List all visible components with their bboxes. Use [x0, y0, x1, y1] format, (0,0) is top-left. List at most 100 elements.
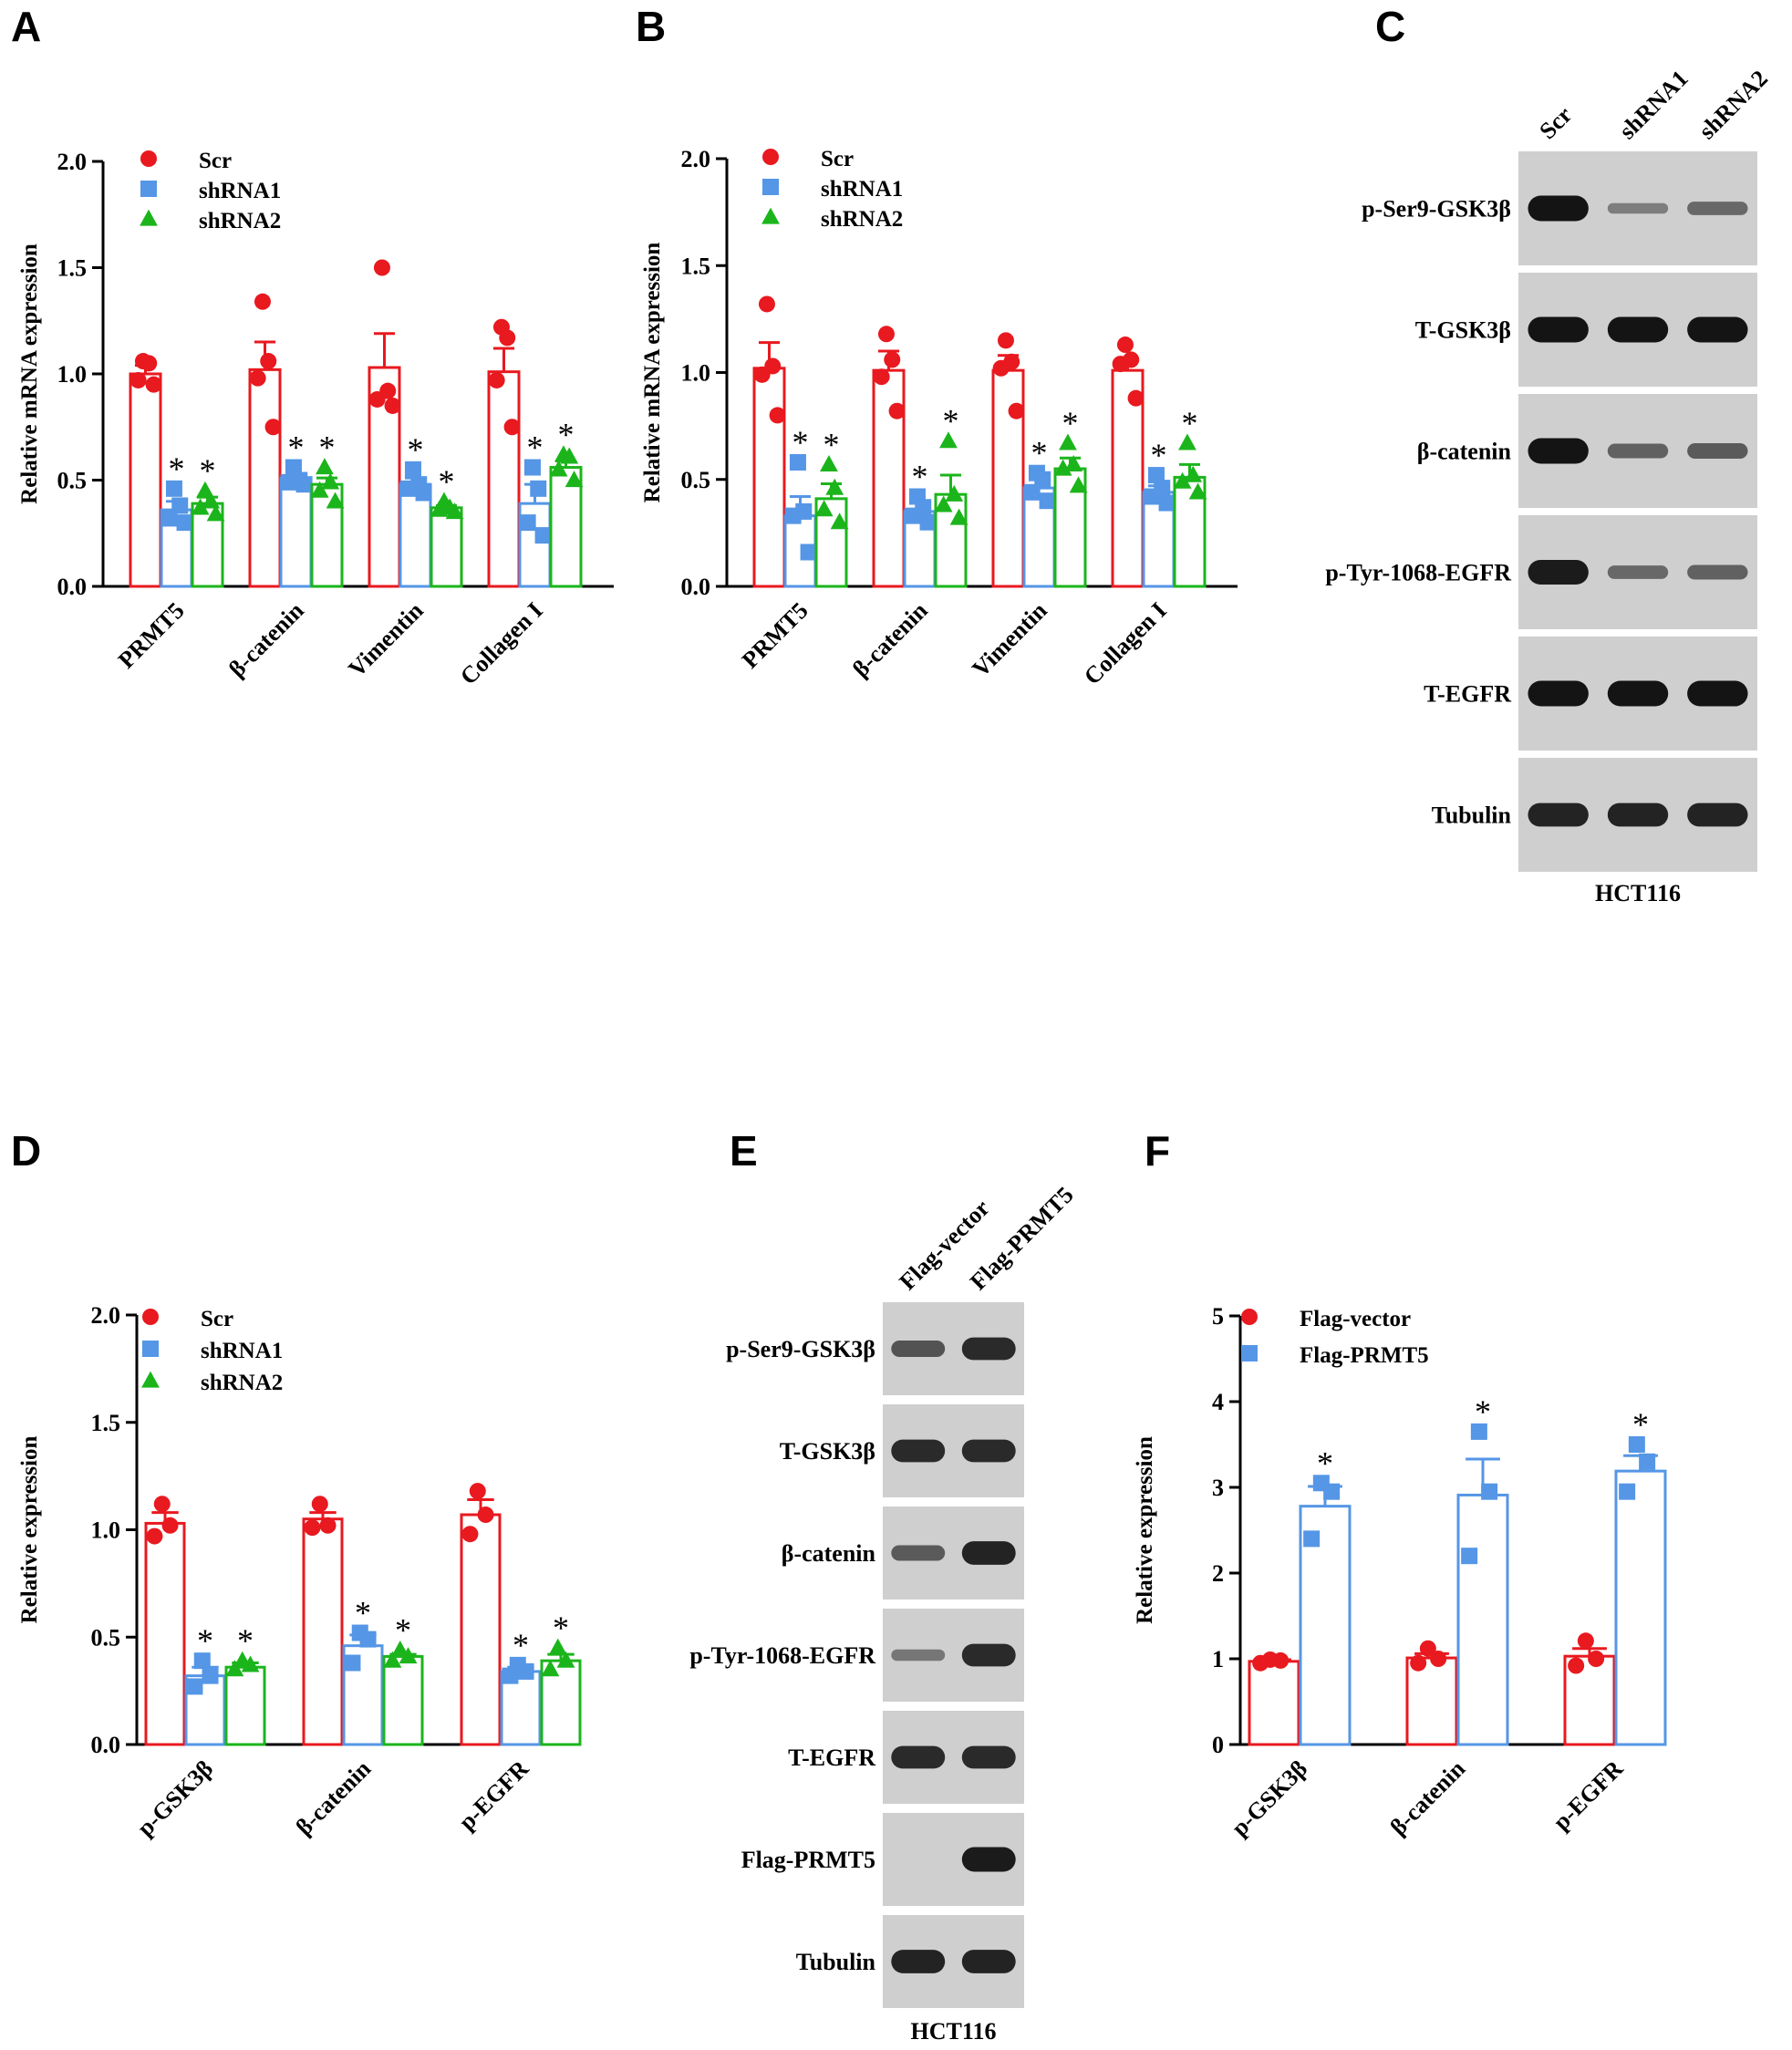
- c-band: [1687, 443, 1748, 459]
- b-point-shrna2: [1059, 433, 1077, 450]
- f-point-flag-prmt5: [1461, 1548, 1478, 1565]
- a-bar-scr: [487, 370, 521, 588]
- a-legend-label: Scr: [199, 149, 232, 173]
- a-y-tick-label: 2.0: [57, 149, 88, 175]
- b-point-shrna2: [825, 478, 844, 495]
- d-point-scr: [153, 1496, 171, 1513]
- e-blot-row-label: p-Tyr-1068-EGFR: [689, 1642, 875, 1669]
- c-band: [1687, 202, 1748, 215]
- d-significance-star: *: [237, 1622, 254, 1659]
- d-y-tick-label: 1.5: [91, 1410, 121, 1436]
- a-point-shrna2: [202, 492, 221, 509]
- b-legend-label: shRNA2: [821, 207, 903, 232]
- e-band: [891, 1545, 946, 1561]
- c-band: [1528, 438, 1589, 464]
- e-band: [961, 1439, 1016, 1463]
- d-bar-shrna2: [224, 1665, 266, 1746]
- a-significance-star: *: [527, 430, 544, 466]
- b-y-tick-label: 0.0: [681, 574, 711, 600]
- d-x-tick-label: p-EGFR: [453, 1755, 533, 1836]
- d-point-scr: [461, 1526, 479, 1543]
- d-legend-label: shRNA1: [201, 1339, 283, 1363]
- c-band: [1687, 802, 1748, 827]
- d-bar-scr: [144, 1521, 186, 1746]
- d-point-scr: [304, 1519, 321, 1537]
- f-y-axis-label: Relative expression: [1133, 1436, 1157, 1624]
- a-significance-star: *: [439, 463, 455, 500]
- f-x-tick-label: p-EGFR: [1548, 1755, 1628, 1836]
- e-blot-row-label: Tubulin: [796, 1949, 876, 1975]
- a-legend-label: shRNA1: [199, 179, 281, 203]
- f-y-tick-label: 4: [1212, 1389, 1224, 1415]
- d-legend-label: shRNA2: [201, 1371, 283, 1395]
- a-y-tick-label: 0.0: [57, 574, 88, 600]
- b-point-shrna2: [1064, 454, 1083, 471]
- b-point-scr: [753, 366, 771, 383]
- a-point-scr: [488, 371, 505, 388]
- f-point-flag-prmt5: [1323, 1483, 1341, 1500]
- c-band: [1607, 443, 1669, 459]
- b-point-shrna2: [1178, 433, 1196, 450]
- a-point-scr: [129, 371, 147, 388]
- d-x-tick-label: p-GSK3β: [132, 1755, 219, 1842]
- b-point-shrna1: [1147, 467, 1165, 484]
- a-point-shrna2: [316, 458, 334, 475]
- a-point-shrna2: [206, 504, 225, 522]
- b-point-shrna2: [1184, 465, 1203, 482]
- a-x-tick-label: PRMT5: [113, 597, 190, 674]
- c-lane-label: shRNA1: [1614, 65, 1694, 144]
- b-legend-marker: [761, 207, 780, 224]
- f-bar-flag-vector: [1405, 1656, 1458, 1746]
- b-point-scr: [1112, 356, 1129, 373]
- d-point-shrna2: [225, 1660, 244, 1677]
- b-significance-star: *: [1182, 405, 1198, 441]
- b-significance-star: *: [943, 403, 959, 440]
- a-point-shrna2: [560, 447, 579, 464]
- b-point-shrna1: [800, 544, 817, 561]
- b-y-axis-label: Relative mRNA expression: [640, 243, 665, 503]
- b-point-shrna1: [1023, 483, 1041, 501]
- a-point-shrna1: [176, 514, 193, 532]
- f-bar-flag-vector: [1248, 1660, 1300, 1746]
- a-point-scr: [384, 397, 401, 414]
- a-significance-star: *: [288, 430, 305, 466]
- a-bar-shrna1: [279, 476, 313, 588]
- d-bar-scr: [460, 1513, 502, 1746]
- b-legend-label: Scr: [821, 147, 854, 171]
- d-bar-scr: [302, 1517, 344, 1746]
- b-x-tick-label: Collagen I: [1079, 597, 1172, 690]
- b-point-shrna2: [1053, 459, 1072, 476]
- a-point-shrna1: [523, 459, 541, 476]
- b-point-shrna1: [1143, 488, 1160, 505]
- f-significance-star: *: [1317, 1444, 1333, 1481]
- c-lane-label: Scr: [1534, 101, 1577, 144]
- a-point-scr: [249, 369, 266, 387]
- f-point-flag-vector: [1252, 1654, 1269, 1672]
- f-significance-star: *: [1632, 1406, 1649, 1443]
- b-point-shrna2: [934, 495, 953, 512]
- f-point-flag-vector: [1410, 1654, 1427, 1672]
- b-significance-star: *: [823, 426, 840, 462]
- b-point-shrna2: [820, 454, 838, 471]
- b-significance-star: *: [792, 424, 809, 461]
- f-x-tick-label: β-catenin: [1385, 1755, 1471, 1840]
- b-point-scr: [1116, 336, 1134, 354]
- a-legend-label: shRNA2: [199, 209, 281, 233]
- e-band: [891, 1340, 946, 1358]
- a-significance-star: *: [200, 452, 216, 489]
- e-blot-row-label: T-GSK3β: [780, 1438, 875, 1465]
- e-band: [891, 1745, 946, 1769]
- d-point-shrna1: [202, 1667, 219, 1684]
- c-band: [1607, 202, 1669, 214]
- panel-label-c: C: [1375, 3, 1406, 50]
- a-point-scr: [503, 419, 521, 436]
- a-bar-shrna2: [430, 506, 463, 588]
- e-band: [961, 1337, 1016, 1361]
- d-point-shrna1: [502, 1667, 519, 1684]
- d-point-shrna1: [344, 1654, 361, 1672]
- c-band: [1528, 560, 1589, 585]
- e-band: [891, 1950, 946, 1973]
- b-point-scr: [769, 407, 786, 424]
- d-point-shrna2: [390, 1641, 409, 1658]
- b-point-scr: [1127, 389, 1145, 407]
